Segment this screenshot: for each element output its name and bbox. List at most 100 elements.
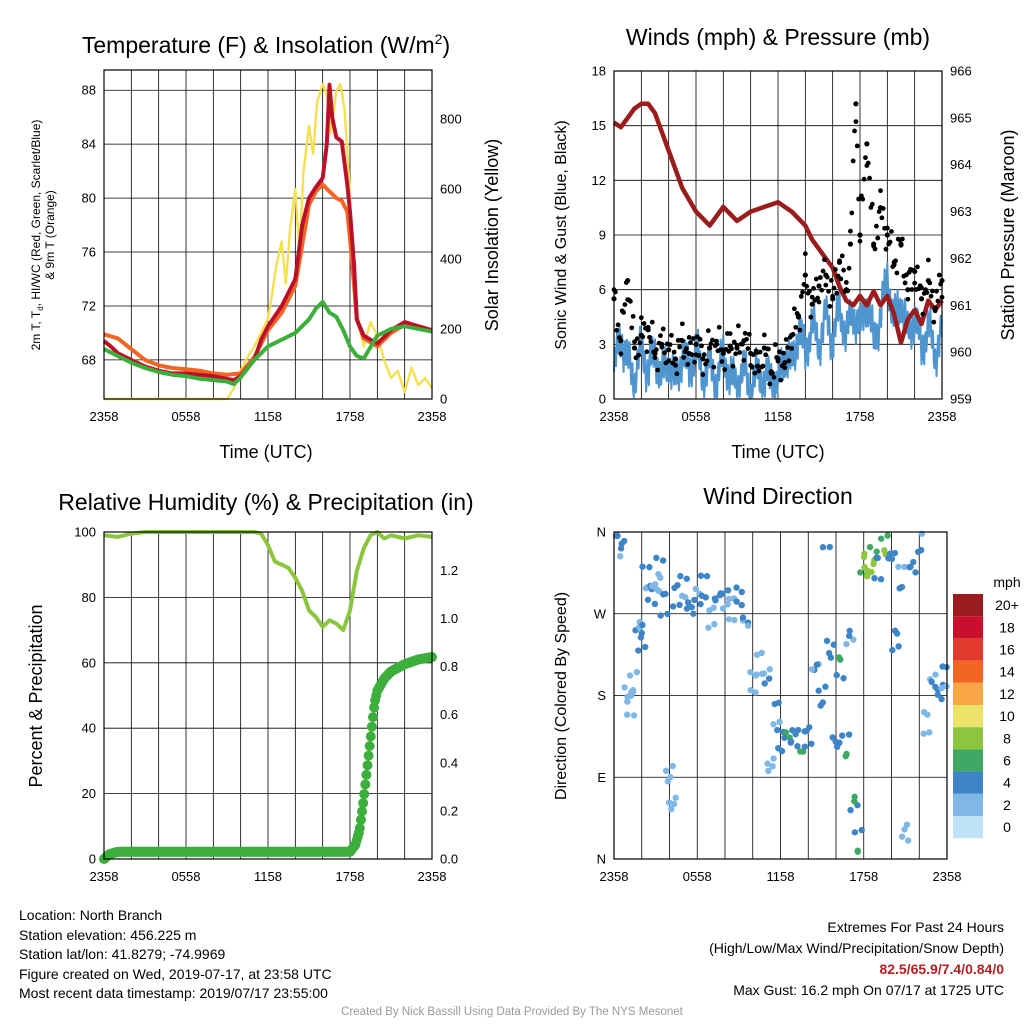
y2-tick-label: 963 (950, 204, 972, 219)
gust-point (869, 201, 875, 207)
gust-point (839, 253, 845, 259)
gust-point (823, 282, 829, 288)
gust-point (630, 313, 636, 319)
gust-point (820, 268, 826, 274)
direction-point (787, 738, 795, 745)
gust-point (867, 175, 872, 181)
precip-point (364, 740, 375, 751)
gust-point (711, 364, 717, 370)
gust-point (925, 277, 931, 284)
gust-point (819, 287, 825, 293)
gust-point (659, 341, 665, 347)
panel-humidity: Relative Humidity (%) & Precipitation (i… (26, 489, 474, 884)
gust-point (857, 232, 863, 238)
gust-point (861, 176, 867, 182)
gust-point (853, 101, 859, 107)
direction-point (775, 744, 782, 752)
precip-point (361, 769, 372, 780)
y2-tick-label: 1.0 (440, 611, 458, 626)
gust-point (876, 209, 882, 214)
direction-point (676, 601, 683, 609)
direction-point (888, 555, 896, 563)
gust-point (655, 367, 661, 373)
gust-point (793, 324, 799, 330)
y-tick-label: 80 (82, 191, 96, 206)
x-tick-label: 1158 (764, 409, 792, 424)
gust-point (778, 377, 784, 383)
gust-point (648, 339, 654, 345)
x-tick-label: 1758 (336, 409, 365, 424)
direction-point (817, 702, 824, 709)
gust-point (928, 293, 934, 299)
gust-point (816, 283, 822, 289)
gust-point (660, 326, 666, 332)
gust-point (786, 358, 792, 364)
y-tick-label: 0 (89, 852, 96, 867)
gust-point (673, 362, 678, 368)
direction-point (662, 767, 670, 775)
gust-point (884, 232, 890, 238)
series-dewpoint (103, 299, 433, 387)
direction-point (667, 773, 674, 781)
gust-point (647, 334, 652, 340)
direction-point (920, 730, 927, 737)
y-tick-label: 15 (592, 118, 606, 133)
gust-point (795, 314, 802, 320)
gust-point (849, 210, 855, 216)
direction-point (629, 686, 637, 694)
gust-point (677, 344, 682, 350)
station-elevation: Station elevation: 456.225 m (19, 926, 197, 943)
direction-point (850, 636, 857, 643)
gust-point (816, 299, 822, 305)
x-tick-label: 0558 (683, 869, 712, 884)
direction-point (924, 711, 931, 718)
gust-point (815, 295, 821, 301)
gust-point (761, 345, 767, 351)
gust-point (936, 272, 942, 278)
direction-point (614, 532, 621, 540)
gust-point (871, 241, 877, 247)
direction-point (683, 605, 691, 612)
humidity-plot: 2358 0558 1158 1758 2358 0 20 40 60 80 100 0.0 0.2 0.… (74, 525, 458, 885)
precip-point (367, 712, 378, 723)
direction-point (733, 584, 740, 591)
y-tick-label: 76 (82, 245, 96, 260)
direction-point (808, 740, 815, 747)
gust-point (652, 350, 658, 357)
winds-ylabel-left: Sonic Wind & Gust (Blue, Black) (553, 120, 570, 349)
y-tick-label: 72 (82, 298, 96, 313)
gust-point (681, 355, 687, 360)
direction-point (895, 643, 902, 650)
precip-point (365, 731, 376, 742)
direction-point (633, 668, 641, 676)
gust-point (836, 259, 843, 265)
x-tick-label: 1758 (336, 869, 365, 884)
gust-point (932, 305, 938, 311)
humidity-title: Relative Humidity (%) & Precipitation (i… (58, 489, 473, 515)
direction-point (889, 646, 896, 654)
direction-ylabel-left: Direction (Colored By Speed) (553, 592, 570, 800)
gust-point (854, 143, 860, 149)
x-tick-label: 1758 (849, 869, 878, 884)
direction-point (644, 596, 652, 603)
gust-point (781, 350, 786, 356)
gust-point (798, 294, 804, 299)
y-tick-label: E (597, 770, 606, 785)
gust-point (826, 288, 831, 294)
direction-point (825, 649, 833, 657)
gust-point (622, 302, 628, 308)
gust-point (666, 358, 672, 364)
gust-point (760, 363, 766, 369)
gust-point (930, 288, 935, 294)
max-gust: Max Gust: 16.2 mph On 07/17 at 1725 UTC (733, 982, 1004, 998)
direction-point (813, 661, 821, 668)
gust-point (649, 319, 655, 325)
gust-point (823, 272, 829, 278)
gust-point (708, 341, 714, 347)
direction-point (672, 794, 679, 801)
legend-swatch (953, 749, 983, 772)
direction-point (711, 620, 718, 628)
direction-point (854, 848, 861, 855)
direction-point (914, 548, 922, 556)
gust-point (802, 251, 808, 257)
